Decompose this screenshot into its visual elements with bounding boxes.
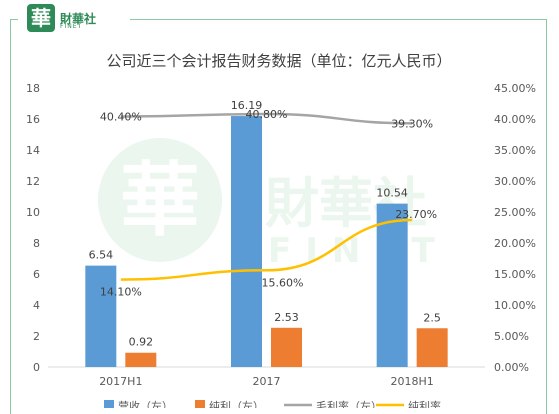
right-tick-label: 15.00% <box>494 268 536 281</box>
brand-name-en: FINET <box>60 23 83 30</box>
line-value-label: 39.30% <box>391 117 433 130</box>
bars: 6.54 16.19 10.54 0.92 2.53 2.5 <box>85 99 448 368</box>
left-axis: 0 2 4 6 8 10 12 14 16 18 <box>26 82 40 374</box>
x-tick-label: 2017H1 <box>99 375 142 388</box>
bar-value-label: 16.19 <box>231 99 263 112</box>
bar <box>125 352 157 367</box>
right-tick-label: 5.00% <box>494 330 529 343</box>
chart-frame <box>10 19 547 414</box>
bar-value-label: 0.92 <box>129 336 154 349</box>
series-line <box>120 218 413 281</box>
line-value-label: 40.40% <box>100 111 142 124</box>
bar-value-label: 2.5 <box>423 311 441 324</box>
brand-logo-icon: 華 <box>27 4 55 32</box>
line-value-label: 15.60% <box>262 276 304 289</box>
brand-logo: 華 財華社 FINET <box>18 3 130 35</box>
legend-swatch <box>104 400 114 408</box>
left-tick-label: 16 <box>26 113 40 126</box>
brand-name-cn: 財華社 <box>60 12 97 26</box>
bar <box>416 328 448 367</box>
left-tick-label: 2 <box>33 330 40 343</box>
right-tick-label: 10.00% <box>494 299 536 312</box>
line-value-label: 14.10% <box>100 286 142 299</box>
watermark-circle <box>98 138 222 262</box>
legend-label: 纯利（左） <box>209 400 264 408</box>
left-tick-label: 18 <box>26 82 40 95</box>
series-line <box>120 112 413 125</box>
left-tick-label: 14 <box>26 144 40 157</box>
legend-label: 营收（左） <box>118 399 173 408</box>
right-tick-label: 40.00% <box>494 113 536 126</box>
legend: 营收（左） 纯利（左） 毛利率（左） 纯利率 <box>104 399 441 408</box>
bar <box>231 116 262 368</box>
chart-title: 公司近三个会计报告财务数据（单位：亿元人民币） <box>106 52 451 70</box>
bar-value-label: 10.54 <box>376 187 408 200</box>
line-value-label: 23.70% <box>395 208 437 221</box>
lines: 40.40% 40.80% 39.30% 14.10% 15.60% 23.70% <box>100 108 437 299</box>
legend-swatch <box>195 400 205 408</box>
right-tick-label: 0.00% <box>494 361 529 374</box>
right-tick-label: 35.00% <box>494 144 536 157</box>
bar-value-label: 6.54 <box>89 249 114 262</box>
legend-label: 纯利率 <box>408 399 441 408</box>
right-tick-label: 45.00% <box>494 82 536 95</box>
left-tick-label: 8 <box>33 237 40 250</box>
line-value-label: 40.80% <box>246 108 288 121</box>
watermark-name-en: FINET <box>268 231 449 271</box>
right-tick-label: 30.00% <box>494 175 536 188</box>
left-tick-label: 6 <box>33 268 40 281</box>
left-tick-label: 12 <box>26 175 40 188</box>
bar <box>271 327 302 367</box>
legend-label: 毛利率（左） <box>316 399 382 408</box>
left-tick-label: 4 <box>33 299 40 312</box>
right-tick-label: 25.00% <box>494 206 536 219</box>
x-axis: 2017H1 2017 2018H1 <box>99 375 434 388</box>
right-tick-label: 20.00% <box>494 237 536 250</box>
x-tick-label: 2018H1 <box>391 375 434 388</box>
right-axis: 0.00% 5.00% 10.00% 15.00% 20.00% 25.00% 30.00%… <box>494 82 536 374</box>
x-tick-label: 2017 <box>253 375 281 388</box>
bar <box>85 265 117 367</box>
left-tick-label: 0 <box>33 361 40 374</box>
left-tick-label: 10 <box>26 206 40 219</box>
bar <box>376 203 408 367</box>
watermark-mark: 華 <box>120 153 200 247</box>
bar-value-label: 2.53 <box>274 311 299 324</box>
